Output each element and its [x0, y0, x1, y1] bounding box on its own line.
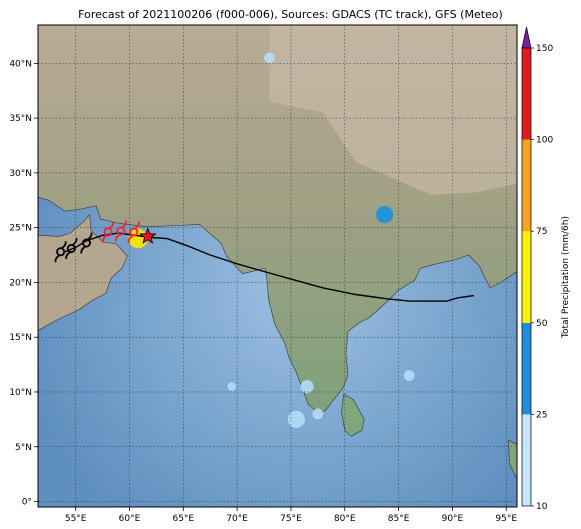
- colorbar-tick-label: 150: [536, 44, 553, 54]
- cyclone-ring: [56, 247, 66, 257]
- cyclone-arm: [127, 234, 134, 243]
- cyclone-ring: [81, 238, 91, 248]
- precipitation-overlay: [128, 52, 415, 428]
- colorbar-tick-label: 100: [536, 136, 553, 146]
- current-position-star-icon: [139, 227, 157, 244]
- colorbar-frame: [521, 47, 532, 507]
- lon-tick-label: 60°E: [119, 514, 141, 524]
- map-title: Forecast of 2021100206 (f000-006), Sourc…: [78, 8, 503, 21]
- cyclone-symbol-icon: [127, 221, 140, 243]
- cyclone-arm: [101, 234, 108, 243]
- lat-tick-label: 35°N: [9, 114, 32, 124]
- precipitation-area: [287, 410, 305, 428]
- lon-tick-label: 85°E: [388, 514, 410, 524]
- colorbar-segment: [522, 139, 531, 232]
- track-line: [64, 232, 474, 302]
- colorbar-tick-label: 10: [536, 502, 548, 512]
- cyclone-ring: [116, 226, 126, 236]
- cyclone-arm: [80, 245, 86, 254]
- graticule: [38, 25, 517, 507]
- lon-tick-label: 55°E: [65, 514, 87, 524]
- lon-tick-label: 95°E: [495, 514, 517, 524]
- colorbar-segment: [522, 322, 531, 415]
- precipitation-area: [376, 205, 394, 224]
- lon-tick-label: 80°E: [334, 514, 356, 524]
- colorbar-segment: [522, 414, 531, 506]
- cyclone-arm: [114, 233, 121, 242]
- cyclone-symbol-icon: [114, 220, 127, 242]
- arabian-peninsula: [38, 213, 128, 331]
- map-area: [38, 25, 517, 507]
- sri-lanka: [341, 393, 365, 437]
- cyclone-ring: [103, 227, 113, 237]
- precipitation-area: [227, 382, 237, 391]
- colorbar-tick-label: 50: [536, 319, 548, 329]
- colorbar-segment: [522, 231, 531, 323]
- lon-tick-label: 75°E: [280, 514, 302, 524]
- lon-tick-label: 90°E: [442, 514, 464, 524]
- map-frame: [37, 24, 518, 508]
- lat-tick-label: 10°N: [9, 388, 32, 398]
- sumatra: [508, 439, 517, 480]
- cyclone-symbol-icon: [80, 232, 93, 254]
- precipitation-area: [264, 52, 275, 64]
- lon-tick-label: 70°E: [226, 514, 248, 524]
- lat-tick-label: 15°N: [9, 333, 32, 343]
- colorbar: 10 25 50 75 100 150 Total Precipitation (mm/6h…: [521, 26, 571, 512]
- precipitation-area: [312, 408, 324, 420]
- cyclone-symbol-icon: [54, 241, 67, 263]
- cyclone-arm: [71, 237, 78, 246]
- cyclone-arm: [86, 232, 93, 241]
- lat-tick-label: 20°N: [9, 278, 32, 288]
- cyclone-ring: [129, 227, 139, 237]
- lat-tick-label: 5°N: [15, 443, 32, 453]
- colorbar-extend-triangle: [521, 26, 532, 49]
- colorbar-tick-label: 75: [536, 227, 547, 237]
- axes: 55°E 60°E 65°E 70°E 75°E 80°E 85°E 90°E 95°E 0° 5°…: [9, 59, 517, 524]
- cyclone-arm: [121, 220, 127, 229]
- cyclone-arm: [65, 251, 71, 260]
- cyclone-arm: [61, 241, 67, 250]
- lat-tick-label: 25°N: [9, 224, 32, 234]
- lat-tick-label: 40°N: [9, 59, 32, 69]
- lon-tick-label: 65°E: [172, 514, 194, 524]
- lat-tick-label: 30°N: [9, 169, 32, 179]
- colorbar-segment: [522, 48, 531, 140]
- colorbar-label: Total Precipitation (mm/6h): [561, 216, 571, 339]
- precipitation-area: [300, 380, 314, 393]
- cyclone-symbol-icon: [101, 221, 115, 243]
- cyclone-arm: [54, 254, 61, 263]
- cyclone-track: [54, 220, 474, 302]
- cyclone-symbol-icon: [65, 237, 78, 260]
- lat-tick-label: 0°: [22, 498, 32, 508]
- precipitation-area: [403, 370, 415, 381]
- colorbar-tick-label: 25: [536, 410, 547, 420]
- landmass: [38, 25, 517, 480]
- cyclone-ring: [66, 243, 76, 253]
- tibetan-plateau: [269, 25, 517, 195]
- cyclone-arm: [108, 221, 115, 230]
- cyclone-arm: [134, 221, 140, 230]
